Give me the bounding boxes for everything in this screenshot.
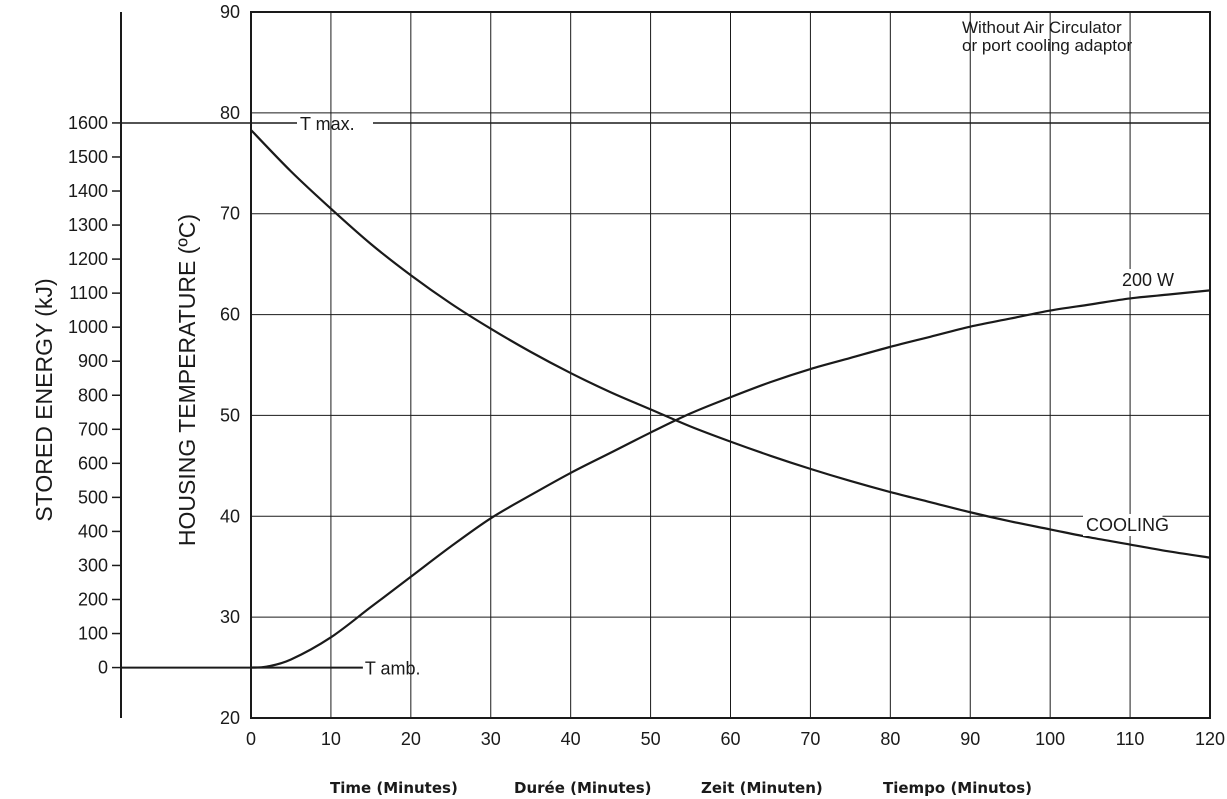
temperature-axis-title: HOUSING TEMPERATURE (ºC) xyxy=(174,214,200,546)
energy-axis-ticks: 1600150014001300120011001000900800700600… xyxy=(68,113,121,678)
energy-tick-label: 1100 xyxy=(69,283,108,303)
x-tick-label: 100 xyxy=(1035,729,1065,749)
x-axis-title-spanish: Tiempo (Minutos) xyxy=(883,779,1032,797)
plot-grid xyxy=(250,11,1211,719)
x-tick-label: 10 xyxy=(321,729,341,749)
x-tick-label: 30 xyxy=(481,729,501,749)
x-tick-label: 20 xyxy=(401,729,421,749)
x-tick-label: 120 xyxy=(1195,729,1225,749)
y-axis-ticks: 20 30 40 50 60 70 80 90 xyxy=(220,2,240,728)
series-label-bg xyxy=(1083,514,1163,536)
x-tick-label: 40 xyxy=(561,729,581,749)
energy-tick-label: 400 xyxy=(78,521,108,541)
energy-tick-label: 200 xyxy=(78,589,108,609)
series-label-200-w: 200 W xyxy=(1122,270,1174,290)
energy-tick-label: 500 xyxy=(78,487,108,507)
x-tick-label: 60 xyxy=(720,729,740,749)
x-tick-label: 70 xyxy=(800,729,820,749)
x-axis-title-french: Durée (Minutes) xyxy=(514,779,652,797)
energy-axis-title: STORED ENERGY (kJ) xyxy=(31,278,57,521)
energy-tick-label: 600 xyxy=(78,453,108,473)
y-tick-label: 60 xyxy=(220,305,240,325)
series-line-cooling xyxy=(250,129,1211,559)
energy-tick-label: 1600 xyxy=(68,113,108,133)
note-line-2: or port cooling adaptor xyxy=(962,36,1132,55)
note-line-1: Without Air Circulator xyxy=(962,18,1122,37)
energy-tick-label: 900 xyxy=(78,351,108,371)
energy-tick-label: 700 xyxy=(78,419,108,439)
y-tick-label: 30 xyxy=(220,607,240,627)
t-amb-label: T amb. xyxy=(365,659,421,679)
energy-tick-label: 300 xyxy=(78,555,108,575)
series-label-bg xyxy=(1119,269,1178,291)
series-label-cooling: COOLING xyxy=(1086,515,1169,535)
y-tick-label: 80 xyxy=(220,103,240,123)
y-tick-label: 70 xyxy=(220,204,240,224)
series-line-200-w xyxy=(250,289,1211,669)
y-tick-label: 20 xyxy=(220,708,240,728)
x-axis-title-german: Zeit (Minuten) xyxy=(701,779,823,797)
energy-tick-label: 1300 xyxy=(68,215,108,235)
t-max-label: T max. xyxy=(300,114,355,134)
x-tick-label: 90 xyxy=(960,729,980,749)
x-tick-label: 80 xyxy=(880,729,900,749)
x-tick-label: 50 xyxy=(641,729,661,749)
energy-tick-label: 100 xyxy=(78,624,108,644)
plot-frame xyxy=(250,11,1211,719)
x-tick-label: 0 xyxy=(246,729,256,749)
x-tick-label: 110 xyxy=(1116,729,1145,749)
y-tick-label: 90 xyxy=(220,2,240,22)
reference-lines: T max. T amb. xyxy=(121,114,1210,679)
energy-tick-label: 1200 xyxy=(68,249,108,269)
energy-tick-label: 1000 xyxy=(68,317,108,337)
energy-tick-label: 1400 xyxy=(68,181,108,201)
x-axis-ticks: 0 10 20 30 40 50 60 70 80 90 100 110 120 xyxy=(246,729,1225,749)
data-series: 200 W COOLING xyxy=(250,129,1211,669)
energy-tick-label: 800 xyxy=(78,385,108,405)
y-tick-label: 40 xyxy=(220,506,240,526)
energy-tick-label: 1500 xyxy=(68,147,108,167)
energy-tick-label: 0 xyxy=(98,658,108,678)
x-axis-title-english: Time (Minutes) xyxy=(330,779,458,797)
y-tick-label: 50 xyxy=(220,405,240,425)
